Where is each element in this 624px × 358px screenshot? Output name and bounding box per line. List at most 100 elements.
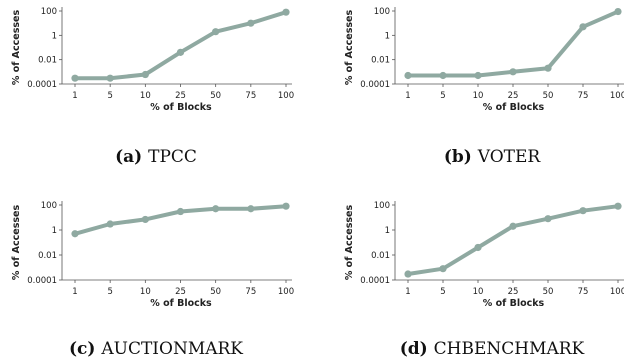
x-tick-label: 10 <box>140 287 151 297</box>
chart-panel-1: 0.0001 0.01 1 100 1 5 10 25 50 75 100 % of Blocks % … <box>344 7 624 167</box>
caption-name: CHBENCHMARK <box>434 339 585 358</box>
x-tick-label: 10 <box>473 91 484 101</box>
y-axis-title: % of Accesses <box>11 205 22 281</box>
data-point <box>509 222 517 230</box>
x-tick-label: 10 <box>473 287 484 297</box>
data-point <box>282 8 290 16</box>
data-point <box>474 243 482 252</box>
x-tick-label: 50 <box>210 287 221 297</box>
y-tick-label: 0.0001 <box>27 276 57 286</box>
x-tick-label: 100 <box>278 287 294 297</box>
y-tick-label: 100 <box>41 7 57 17</box>
data-point <box>106 74 114 82</box>
x-tick-label: 25 <box>175 287 186 297</box>
data-point <box>176 48 185 56</box>
y-tick-label: 1 <box>385 226 390 236</box>
x-axis-title: % of Blocks <box>483 298 545 309</box>
y-tick-label: 1 <box>385 31 390 41</box>
y-tick-label: 100 <box>374 7 390 17</box>
series-line <box>406 9 620 78</box>
y-tick-label: 1 <box>52 31 57 41</box>
caption-name: AUCTIONMARK <box>100 339 243 358</box>
x-tick-label: 75 <box>578 91 589 101</box>
y-tick-label: 0.0001 <box>360 276 390 286</box>
data-point <box>579 23 587 31</box>
caption-letter: (c) <box>69 339 101 358</box>
data-point <box>212 205 220 213</box>
x-tick-label: 10 <box>140 91 151 101</box>
data-point <box>474 71 482 80</box>
data-point <box>71 230 79 238</box>
x-tick-label: 50 <box>210 91 221 101</box>
data-point <box>212 28 220 36</box>
data-point <box>141 215 149 224</box>
x-axis-title: % of Blocks <box>483 102 545 113</box>
data-point <box>404 270 412 278</box>
chart-panel-3: 0.0001 0.01 1 100 1 5 10 25 50 75 100 % of Blocks % … <box>344 201 624 358</box>
data-point <box>282 202 290 210</box>
x-tick-label: 75 <box>578 287 589 297</box>
y-tick-label: 0.01 <box>371 56 390 66</box>
x-tick-label: 5 <box>107 91 112 101</box>
x-axis-title: % of Blocks <box>150 102 212 113</box>
y-tick-label: 1 <box>52 226 57 236</box>
y-axis-title: % of Accesses <box>344 205 355 281</box>
caption-letter: (d) <box>400 339 434 358</box>
x-tick-label: 5 <box>440 91 445 101</box>
data-point <box>509 68 517 76</box>
subfigure-caption: (a) TPCC <box>115 147 197 167</box>
x-tick-label: 100 <box>610 91 624 101</box>
caption-name: TPCC <box>148 147 197 167</box>
y-tick-label: 100 <box>41 201 57 211</box>
data-point <box>176 207 185 216</box>
data-point <box>614 7 622 16</box>
y-tick-label: 0.0001 <box>27 80 57 90</box>
x-tick-label: 1 <box>405 91 410 101</box>
y-tick-label: 0.01 <box>38 251 57 261</box>
caption-letter: (a) <box>115 147 148 167</box>
x-tick-label: 50 <box>543 91 554 101</box>
x-tick-label: 50 <box>543 287 554 297</box>
x-tick-label: 5 <box>107 287 112 297</box>
caption-name: VOTER <box>477 147 542 167</box>
chart-panel-0: 0.0001 0.01 1 100 1 5 10 25 50 75 100 % of Blocks % … <box>11 7 294 167</box>
data-point <box>106 220 114 228</box>
x-tick-label: 1 <box>72 287 77 297</box>
subfigure-caption: (d) CHBENCHMARK <box>400 339 585 358</box>
x-tick-label: 100 <box>610 287 624 297</box>
subfigure-caption: (c) AUCTIONMARK <box>69 339 243 358</box>
y-axis-title: % of Accesses <box>344 10 355 86</box>
data-point <box>247 19 255 27</box>
data-point <box>404 71 412 80</box>
x-tick-label: 100 <box>278 91 294 101</box>
data-point <box>247 205 255 213</box>
x-tick-label: 25 <box>508 287 519 297</box>
x-tick-label: 75 <box>245 287 256 297</box>
subfigure-caption: (b) VOTER <box>444 147 542 167</box>
data-point <box>579 207 587 215</box>
x-tick-label: 5 <box>440 287 445 297</box>
data-point <box>439 71 447 80</box>
data-point <box>544 215 552 223</box>
y-tick-label: 0.0001 <box>360 80 390 90</box>
data-point <box>544 64 552 72</box>
x-tick-label: 25 <box>508 91 519 101</box>
x-tick-label: 1 <box>72 91 77 101</box>
y-tick-label: 100 <box>374 201 390 211</box>
data-point <box>71 74 79 82</box>
y-tick-label: 0.01 <box>371 251 390 261</box>
y-axis-title: % of Accesses <box>11 10 22 86</box>
x-tick-label: 1 <box>405 287 410 297</box>
x-axis-title: % of Blocks <box>150 298 212 309</box>
series-line <box>406 204 620 276</box>
x-tick-label: 25 <box>175 91 186 101</box>
data-point <box>439 265 447 273</box>
series-line <box>73 10 288 81</box>
data-point <box>141 70 149 79</box>
data-point <box>614 202 622 210</box>
caption-letter: (b) <box>444 147 478 167</box>
x-tick-label: 75 <box>245 91 256 101</box>
y-tick-label: 0.01 <box>38 56 57 66</box>
chart-panel-2: 0.0001 0.01 1 100 1 5 10 25 50 75 100 % of Blocks % … <box>11 201 294 358</box>
